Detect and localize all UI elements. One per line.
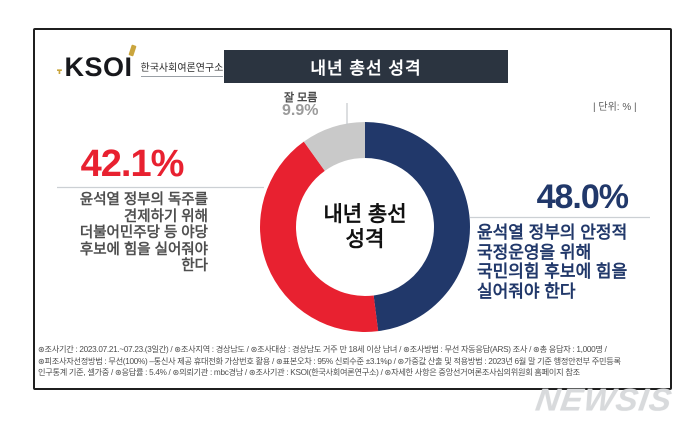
page-title: 내년 총선 성격 (224, 50, 508, 83)
ksoi-logo: ˕KSOI 한국사회여론연구소 (55, 44, 224, 83)
donut-segment (259, 141, 379, 333)
left-callout-description: 윤석열 정부의 독주를 견제하기 위해 더불어민주당 등 야당 후보에 힘을 실… (79, 192, 208, 274)
logo-wordmark: ˕KSOI (55, 44, 137, 83)
newsis-watermark: NEWSIS (533, 381, 675, 418)
right-callout-description: 윤석열 정부의 안정적 국정운영을 위해 국민의힘 후보에 힘을 실어줘야 한다 (477, 223, 628, 301)
donut-center-label: 내년 총선 성격 (323, 203, 407, 251)
logo-gold-accent: ˕ (55, 52, 65, 82)
survey-methodology: ⊛조사기간 : 2023.07.21.~07.23.(3일간) / ⊛조사지역 … (38, 344, 668, 379)
methodology-line: 인구통계 기준, 셀가중 / ⊛응답률 : 5.4% / ⊛의뢰기관 : mbc… (38, 368, 580, 377)
left-callout-percentage: 42.1% (80, 143, 185, 185)
methodology-line: ⊛조사기간 : 2023.07.21.~07.23.(3일간) / ⊛조사지역 … (38, 345, 607, 354)
unknown-segment-label: 잘 모름 (284, 92, 318, 104)
right-callout-percentage: 48.0% (536, 178, 629, 216)
unknown-segment-value: 9.9% (282, 102, 319, 119)
donut-ring (259, 122, 471, 333)
unit-label: | 단위: % | (593, 102, 637, 113)
logo-subtitle: 한국사회여론연구소 (140, 59, 224, 77)
donut-segment (303, 122, 365, 171)
logo-text: KSOI (64, 52, 133, 82)
donut-segment (365, 122, 471, 332)
methodology-line: ⊛피조사자선정방법 : 무선(100%) –통신사 제공 휴대전화 가상번호 활… (38, 356, 621, 366)
